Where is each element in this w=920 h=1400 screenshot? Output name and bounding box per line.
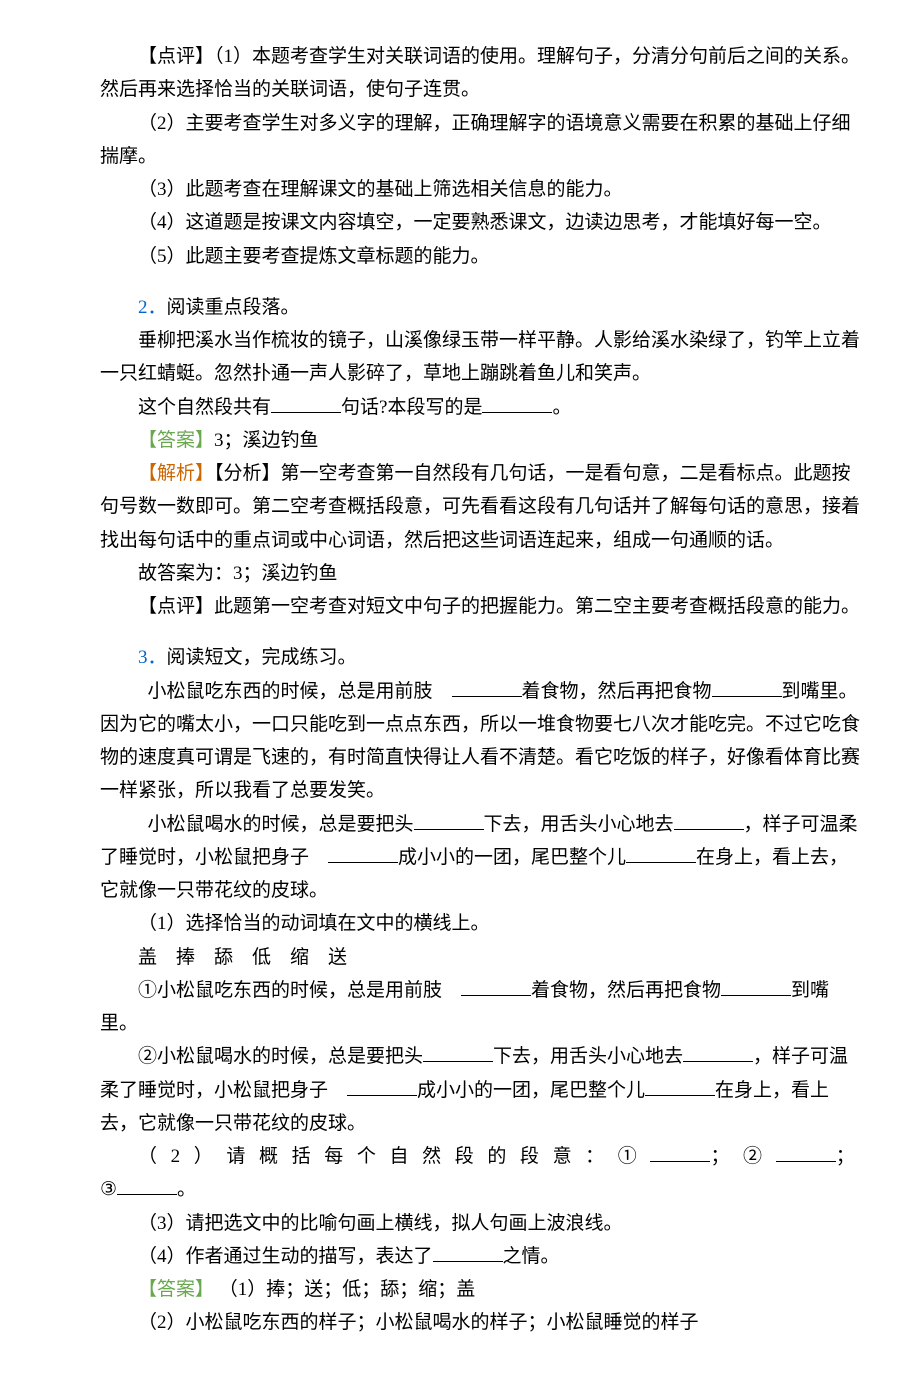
fill-blank bbox=[433, 1242, 503, 1262]
fill-blank bbox=[328, 843, 398, 863]
q2-number: 2． bbox=[138, 297, 167, 318]
fill-blank bbox=[423, 1042, 493, 1062]
s3-title: 3．阅读短文，完成练习。 bbox=[100, 641, 860, 674]
s2-answer: 【答案】3；溪边钓鱼 bbox=[100, 424, 860, 457]
s3-q4: （4）作者通过生动的描写，表达了之情。 bbox=[100, 1240, 860, 1273]
fill-blank bbox=[683, 1042, 753, 1062]
s1-r2: （2）主要考查学生对多义字的理解，正确理解字的语境意义需要在积累的基础上仔细揣摩… bbox=[100, 107, 860, 174]
fill-blank bbox=[414, 810, 484, 830]
fill-blank bbox=[347, 1076, 417, 1096]
fill-blank bbox=[271, 393, 341, 413]
s3-ans2: （2）小松鼠吃东西的样子；小松鼠喝水的样子；小松鼠睡觉的样子 bbox=[100, 1306, 860, 1339]
fill-blank bbox=[776, 1142, 836, 1162]
fill-blank bbox=[721, 976, 791, 996]
fill-blank bbox=[674, 810, 744, 830]
s3-p2: 小松鼠喝水的时候，总是要把头下去，用舌头小心地去，样子可温柔了睡觉时，小松鼠把身… bbox=[100, 808, 860, 908]
s1-r1: 【点评】（1）本题考查学生对关联词语的使用。理解句子，分清分句前后之间的关系。然… bbox=[100, 40, 860, 107]
s1-r3: （3）此题考查在理解课文的基础上筛选相关信息的能力。 bbox=[100, 173, 860, 206]
s1-r5: （5）此题主要考查提炼文章标题的能力。 bbox=[100, 240, 860, 273]
s2-review: 【点评】此题第一空考查对短文中句子的把握能力。第二空主要考查概括段意的能力。 bbox=[100, 590, 860, 623]
s3-q2-l2: ③。 bbox=[100, 1173, 860, 1206]
fill-blank bbox=[712, 677, 782, 697]
s2-gu: 故答案为：3；溪边钓鱼 bbox=[100, 557, 860, 590]
analysis-label: 【解析】 bbox=[138, 463, 214, 484]
fill-blank bbox=[452, 677, 522, 697]
fill-blank bbox=[117, 1175, 177, 1195]
fill-blank bbox=[645, 1076, 715, 1096]
s3-q2-l1: （2）请概括每个自然段的段意：①；②； bbox=[100, 1140, 860, 1173]
s3-q2-text: （2）请概括每个自然段的段意：① bbox=[138, 1146, 650, 1167]
s3-q1: （1）选择恰当的动词填在文中的横线上。 bbox=[100, 907, 860, 940]
fill-blank bbox=[461, 976, 531, 996]
fill-blank bbox=[626, 843, 696, 863]
s3-q1-1: ①小松鼠吃东西的时候，总是用前肢 着食物，然后再把食物到嘴里。 bbox=[100, 974, 860, 1041]
s3-q1-2: ②小松鼠喝水的时候，总是要把头下去，用舌头小心地去，样子可温柔了睡觉时，小松鼠把… bbox=[100, 1040, 860, 1140]
fill-blank bbox=[650, 1142, 710, 1162]
s2-question: 这个自然段共有句话?本段写的是。 bbox=[100, 391, 860, 424]
s2-analysis: 【解析】【分析】第一空考查第一自然段有几句话，一是看句意，二是看标点。此题按句号… bbox=[100, 457, 860, 557]
s1-r4: （4）这道题是按课文内容填空，一定要熟悉课文，边读边思考，才能填好每一空。 bbox=[100, 206, 860, 239]
s2-para: 垂柳把溪水当作梳妆的镜子，山溪像绿玉带一样平静。人影给溪水染绿了，钓竿上立着一只… bbox=[100, 324, 860, 391]
q3-number: 3． bbox=[138, 647, 167, 668]
s3-q1-words: 盖 捧 舔 低 缩 送 bbox=[100, 941, 860, 974]
s3-p1: 小松鼠吃东西的时候，总是用前肢 着食物，然后再把食物到嘴里。因为它的嘴太小，一口… bbox=[100, 675, 860, 808]
answer-label: 【答案】 bbox=[138, 430, 214, 451]
fill-blank bbox=[482, 393, 552, 413]
s3-q3: （3）请把选文中的比喻句画上横线，拟人句画上波浪线。 bbox=[100, 1207, 860, 1240]
s2-title: 2．阅读重点段落。 bbox=[100, 291, 860, 324]
answer-label: 【答案】 bbox=[138, 1279, 214, 1300]
s3-ans1: 【答案】 （1）捧；送；低；舔；缩；盖 bbox=[100, 1273, 860, 1306]
